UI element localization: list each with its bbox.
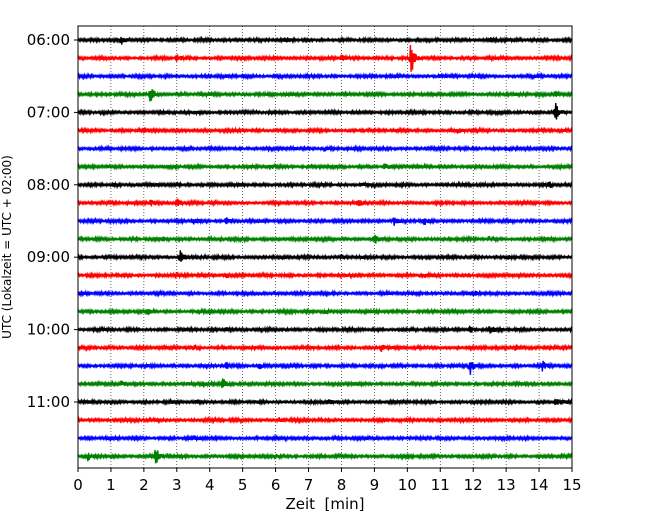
x-tick-label: 9 (370, 476, 380, 494)
x-tick-label: 14 (530, 476, 549, 494)
trace-0745 (77, 162, 573, 172)
trace-1115 (77, 415, 573, 425)
x-tick-label: 10 (398, 476, 417, 494)
x-tick-label: 2 (139, 476, 149, 494)
trace-1015 (77, 343, 573, 353)
x-tick-label: 4 (205, 476, 215, 494)
plot-frame (77, 25, 573, 469)
y-tick-label: 06:00 (27, 31, 70, 49)
trace-0700 (77, 102, 573, 120)
y-tick-label: 07:00 (27, 103, 70, 121)
trace-1130 (77, 433, 573, 443)
x-tick-label: 1 (106, 476, 116, 494)
x-tick-label: 15 (562, 476, 581, 494)
trace-1000 (77, 325, 573, 334)
x-tick-label: 8 (337, 476, 347, 494)
trace-1145 (77, 449, 573, 464)
trace-0645 (77, 89, 573, 102)
trace-1045 (77, 378, 573, 389)
x-tick-label: 7 (304, 476, 314, 494)
y-tick-label: 10:00 (27, 321, 70, 339)
trace-0945 (77, 307, 573, 316)
y-axis-ticks: 06:00 07:00 08:00 09:00 10:00 11:00 (27, 31, 78, 411)
trace-0930 (77, 288, 573, 298)
y-axis-label: UTC (Lokalzeit = UTC + 02:00) (0, 155, 14, 339)
trace-0800 (77, 180, 573, 190)
trace-0845 (77, 234, 573, 244)
x-tick-label: 12 (464, 476, 483, 494)
trace-0615 (77, 45, 573, 72)
trace-1100 (77, 397, 573, 407)
trace-1030 (77, 360, 573, 375)
x-axis-label: Zeit [min] (285, 495, 364, 513)
x-axis-ticks: 0 1 2 3 4 5 6 7 8 9 10 11 12 13 14 15 (73, 468, 582, 494)
x-tick-label: 3 (172, 476, 182, 494)
seismogram-traces (77, 35, 573, 464)
y-tick-label: 09:00 (27, 248, 70, 266)
trace-0630 (77, 71, 573, 81)
trace-0830 (77, 216, 573, 226)
y-tick-label: 11:00 (27, 393, 70, 411)
trace-0600 (77, 35, 573, 45)
x-tick-label: 0 (73, 476, 83, 494)
trace-0715 (77, 126, 573, 135)
x-tick-label: 5 (238, 476, 248, 494)
trace-0900 (77, 250, 573, 262)
x-tick-label: 13 (497, 476, 516, 494)
trace-0730 (77, 144, 573, 154)
x-tick-label: 6 (271, 476, 281, 494)
trace-0915 (77, 270, 573, 280)
trace-0815 (77, 198, 573, 208)
x-tick-label: 11 (431, 476, 450, 494)
y-tick-label: 08:00 (27, 176, 70, 194)
